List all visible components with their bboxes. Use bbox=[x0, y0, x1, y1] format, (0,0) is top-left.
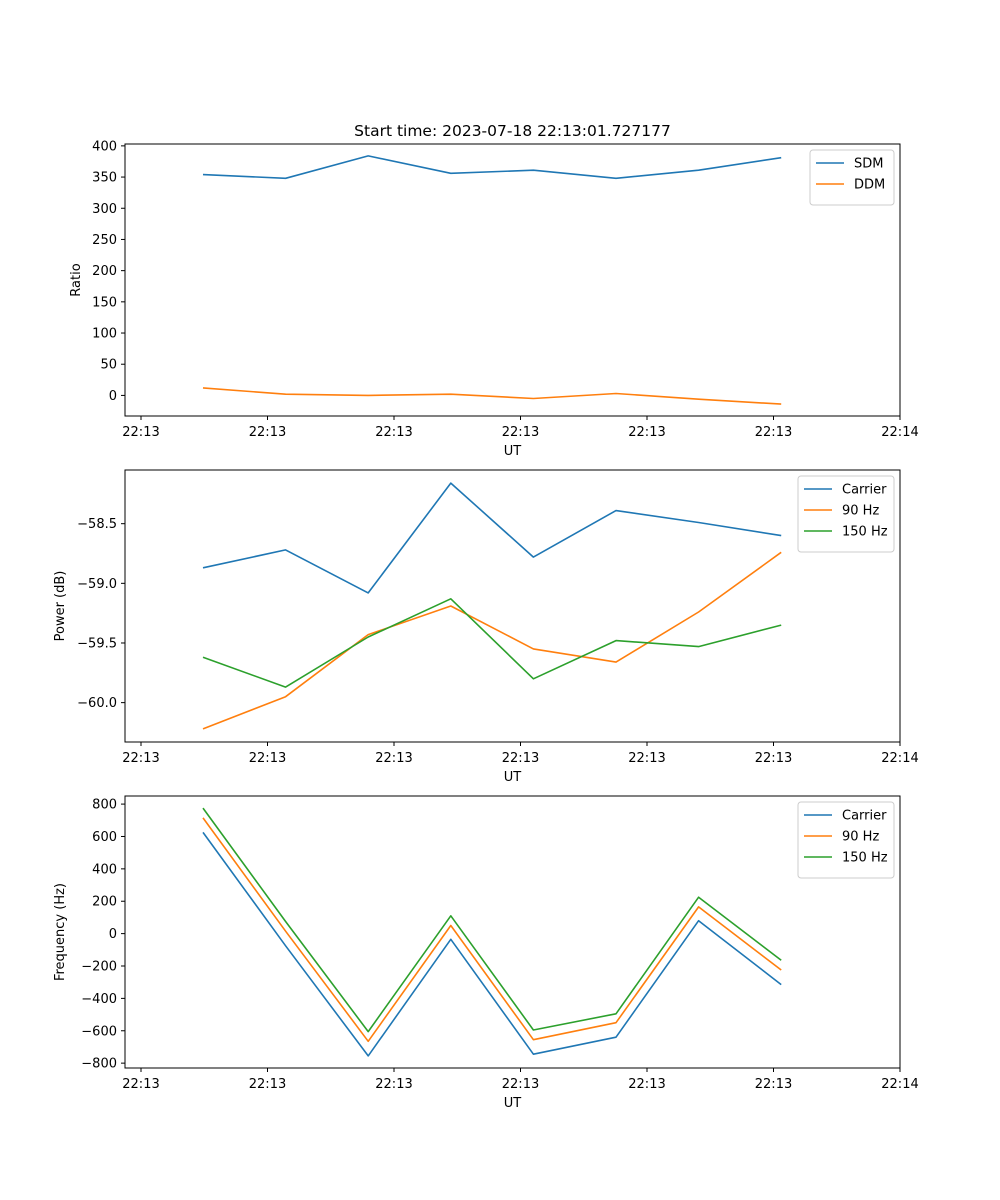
y-tick-label: 400 bbox=[92, 862, 117, 877]
y-tick-label: 150 bbox=[92, 295, 117, 310]
legend-label: SDM bbox=[854, 157, 883, 172]
plots-container: 0 50 100 150 200 250 300 350 400 22:13 22:13 22:13 2… bbox=[53, 139, 919, 1111]
y-tick-label: 250 bbox=[92, 233, 117, 248]
x-tick-label: 22:14 bbox=[881, 751, 918, 766]
x-tick-label: 22:13 bbox=[249, 425, 286, 440]
x-tick-label: 22:13 bbox=[628, 425, 665, 440]
x-tick-label: 22:13 bbox=[755, 425, 792, 440]
y-tick-label: −58.5 bbox=[77, 517, 117, 532]
y-tick-label: 0 bbox=[109, 927, 117, 942]
series-line-carrier bbox=[202, 482, 782, 594]
series-line-carrier bbox=[202, 831, 782, 1057]
x-tick-label: 22:13 bbox=[755, 1077, 792, 1092]
y-tick-label: 800 bbox=[92, 798, 117, 813]
series-line-150-hz bbox=[202, 597, 782, 688]
x-tick-label: 22:13 bbox=[122, 751, 159, 766]
legend-box bbox=[797, 801, 895, 879]
legend-box bbox=[797, 475, 895, 553]
y-axis-label: Frequency (Hz) bbox=[53, 883, 68, 981]
x-tick-label: 22:14 bbox=[881, 425, 918, 440]
subplot-2: −60.0 −59.5 −59.0 −58.5 22:13 22:13 22:13 22:13… bbox=[53, 469, 919, 785]
x-tick-label: 22:13 bbox=[375, 751, 412, 766]
series-line-90-hz bbox=[202, 551, 782, 730]
x-tick-label: 22:13 bbox=[122, 1077, 159, 1092]
x-tick-label: 22:13 bbox=[375, 1077, 412, 1092]
x-axis-label: UT bbox=[504, 1096, 522, 1111]
y-tick-label: 400 bbox=[92, 139, 117, 154]
x-tick-label: 22:13 bbox=[628, 1077, 665, 1092]
y-tick-label: −59.5 bbox=[77, 636, 117, 651]
y-axis-label: Power (dB) bbox=[53, 571, 68, 642]
x-tick-label: 22:13 bbox=[249, 1077, 286, 1092]
y-tick-label: 200 bbox=[92, 264, 117, 279]
y-tick-label: −400 bbox=[81, 992, 117, 1007]
y-tick-label: 350 bbox=[92, 171, 117, 186]
x-tick-label: 22:14 bbox=[881, 1077, 918, 1092]
legend-label: 150 Hz bbox=[842, 851, 888, 866]
chart-title: Start time: 2023-07-18 22:13:01.727177 bbox=[354, 122, 671, 140]
series-line-sdm bbox=[202, 155, 782, 180]
y-tick-label: −59.0 bbox=[77, 577, 117, 592]
subplot-1: 0 50 100 150 200 250 300 350 400 22:13 22:13 22:13 2… bbox=[69, 139, 919, 459]
axes-frame bbox=[124, 795, 901, 1069]
axes-frame bbox=[124, 469, 901, 743]
x-tick-label: 22:13 bbox=[122, 425, 159, 440]
legend-label: 90 Hz bbox=[842, 830, 879, 845]
legend-label: Carrier bbox=[842, 809, 887, 824]
y-tick-label: −600 bbox=[81, 1024, 117, 1039]
legend-label: 150 Hz bbox=[842, 525, 888, 540]
series-line-90-hz bbox=[202, 817, 782, 1043]
y-tick-label: 50 bbox=[100, 358, 117, 373]
x-axis-label: UT bbox=[504, 770, 522, 785]
x-tick-label: 22:13 bbox=[628, 751, 665, 766]
y-tick-label: −60.0 bbox=[77, 696, 117, 711]
axes-frame bbox=[124, 143, 901, 417]
x-tick-label: 22:13 bbox=[502, 1077, 539, 1092]
x-axis-label: UT bbox=[504, 444, 522, 459]
y-tick-label: −200 bbox=[81, 960, 117, 975]
y-tick-label: 300 bbox=[92, 202, 117, 217]
legend-label: Carrier bbox=[842, 483, 887, 498]
y-tick-label: 100 bbox=[92, 327, 117, 342]
y-tick-label: 0 bbox=[109, 389, 117, 404]
series-line-150-hz bbox=[202, 807, 782, 1033]
series-line-ddm bbox=[202, 387, 782, 405]
y-tick-label: 600 bbox=[92, 830, 117, 845]
x-tick-label: 22:13 bbox=[755, 751, 792, 766]
x-tick-label: 22:13 bbox=[249, 751, 286, 766]
x-tick-label: 22:13 bbox=[502, 751, 539, 766]
y-tick-label: −800 bbox=[81, 1057, 117, 1072]
legend-label: 90 Hz bbox=[842, 504, 879, 519]
y-axis-label: Ratio bbox=[69, 263, 84, 296]
x-tick-label: 22:13 bbox=[502, 425, 539, 440]
y-tick-label: 200 bbox=[92, 895, 117, 910]
x-tick-label: 22:13 bbox=[375, 425, 412, 440]
subplot-3: −800 −600 −400 −200 0 200 400 600 800 22:13 22:13 2… bbox=[53, 795, 919, 1111]
legend-label: DDM bbox=[854, 178, 885, 193]
